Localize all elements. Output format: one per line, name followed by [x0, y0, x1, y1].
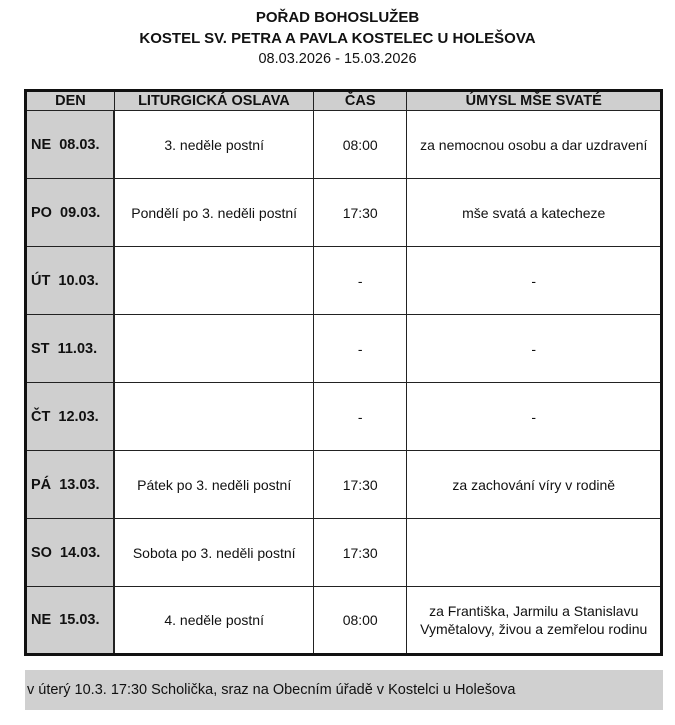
- liturgy-cell: 4. neděle postní: [113, 586, 314, 655]
- table-row: PÁ 13.03. Pátek po 3. neděli postní 17:30 z…: [25, 450, 662, 519]
- day-cell: PO 09.03.: [25, 178, 116, 247]
- table-header: DEN LITURGICKÁ OSLAVA ČAS ÚMYSL MŠE SVAT…: [25, 90, 662, 111]
- intention-cell: -: [406, 246, 662, 315]
- intention-cell: [406, 518, 662, 587]
- intention-cell: -: [406, 382, 662, 451]
- intention-cell: za Františka, Jarmilu a Stanislavu Vymět…: [406, 586, 662, 655]
- column-header-time: ČAS: [312, 90, 408, 111]
- liturgy-cell: Pátek po 3. neděli postní: [113, 450, 314, 519]
- liturgy-cell: 3. neděle postní: [113, 110, 314, 179]
- table-row: PO 09.03. Pondělí po 3. neděli postní 17:3…: [25, 178, 662, 247]
- time-cell: -: [312, 382, 408, 451]
- table-row: ČT 12.03. - -: [25, 382, 662, 451]
- time-cell: 08:00: [312, 110, 408, 179]
- liturgy-cell: Sobota po 3. neděli postní: [113, 518, 314, 587]
- liturgy-cell: [113, 382, 314, 451]
- church-name: KOSTEL SV. PETRA A PAVLA KOSTELEC U HOLE…: [139, 30, 536, 47]
- time-cell: -: [312, 314, 408, 383]
- day-cell: NE 08.03.: [25, 110, 116, 179]
- time-cell: 17:30: [312, 450, 408, 519]
- intention-cell: -: [406, 314, 662, 383]
- table-row: ÚT 10.03. - -: [25, 246, 662, 315]
- liturgy-cell: [113, 246, 314, 315]
- intention-cell: za nemocnou osobu a dar uzdravení: [406, 110, 662, 179]
- day-cell: ST 11.03.: [25, 314, 116, 383]
- table-row: ST 11.03. - -: [25, 314, 662, 383]
- column-header-day: DEN: [25, 90, 115, 111]
- column-header-intention: ÚMYSL MŠE SVATÉ: [406, 90, 662, 111]
- day-cell: SO 14.03.: [25, 518, 116, 587]
- liturgy-cell: Pondělí po 3. neděli postní: [113, 178, 314, 247]
- table-row: NE 08.03. 3. neděle postní 08:00 za nemocno…: [25, 110, 662, 179]
- column-header-liturgy: LITURGICKÁ OSLAVA: [113, 90, 314, 111]
- schedule-table: DEN LITURGICKÁ OSLAVA ČAS ÚMYSL MŠE SVAT…: [24, 89, 663, 656]
- document-title: POŘAD BOHOSLUŽEB: [255, 9, 420, 26]
- table-row: NE 15.03. 4. neděle postní 08:00 za Františ…: [25, 586, 662, 655]
- day-cell: PÁ 13.03.: [25, 450, 116, 519]
- day-cell: ČT 12.03.: [25, 382, 116, 451]
- time-cell: 17:30: [312, 178, 408, 247]
- time-cell: 08:00: [312, 586, 408, 655]
- time-cell: -: [312, 246, 408, 315]
- announcement-note: v úterý 10.3. 17:30 Scholička, sraz na O…: [25, 670, 663, 710]
- day-cell: ÚT 10.03.: [25, 246, 116, 315]
- time-cell: 17:30: [312, 518, 408, 587]
- liturgy-cell: [113, 314, 314, 383]
- intention-cell: mše svatá a katecheze: [406, 178, 662, 247]
- table-row: SO 14.03. Sobota po 3. neděli postní 17:30: [25, 518, 662, 587]
- intention-cell: za zachování víry v rodině: [406, 450, 662, 519]
- date-range: 08.03.2026 - 15.03.2026: [258, 51, 417, 67]
- day-cell: NE 15.03.: [25, 586, 116, 655]
